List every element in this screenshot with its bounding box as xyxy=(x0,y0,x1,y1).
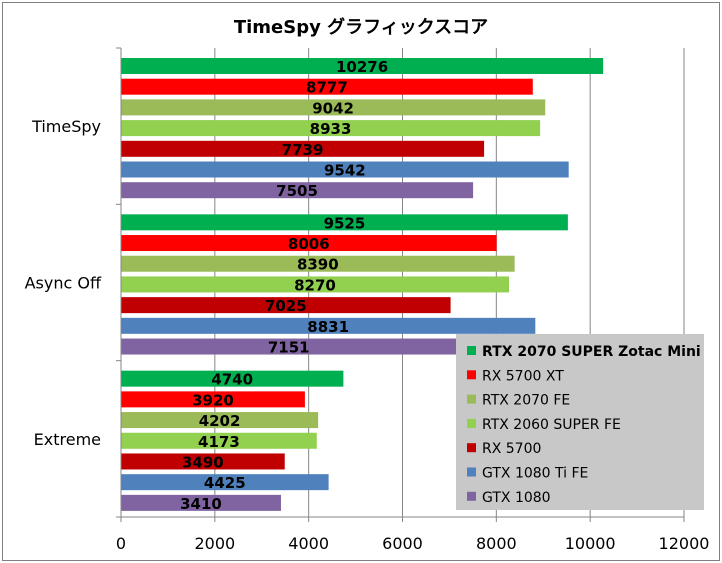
legend-swatch xyxy=(467,370,476,380)
bar xyxy=(121,214,568,231)
x-tick-label: 0 xyxy=(116,534,126,553)
data-label: 7151 xyxy=(268,339,310,357)
legend-swatch xyxy=(467,443,476,453)
bar xyxy=(121,99,546,116)
data-label: 3920 xyxy=(192,391,234,409)
bar xyxy=(121,453,285,470)
legend-entry: GTX 1080 xyxy=(482,490,551,506)
x-tick-label: 6000 xyxy=(382,534,423,553)
data-label: 8933 xyxy=(310,120,352,138)
legend-swatch xyxy=(467,467,476,477)
bar xyxy=(121,58,604,74)
bar xyxy=(121,78,533,95)
bar xyxy=(121,338,457,355)
data-label: 9525 xyxy=(324,214,366,232)
data-label: 7739 xyxy=(282,141,324,159)
data-label: 8270 xyxy=(294,276,336,294)
data-label: 10276 xyxy=(336,58,388,76)
legend-entry: RX 5700 XT xyxy=(482,368,564,384)
data-label: 4202 xyxy=(199,412,241,430)
data-label: 7505 xyxy=(276,182,318,200)
data-label: 4425 xyxy=(204,474,246,492)
category-label: Extreme xyxy=(34,430,101,449)
bar xyxy=(121,432,317,449)
bar xyxy=(121,276,510,293)
bar xyxy=(121,235,497,252)
chart-title: TimeSpy グラフィックスコア xyxy=(234,16,488,38)
legend-swatch xyxy=(467,394,476,404)
bar xyxy=(121,120,541,137)
legend-swatch xyxy=(467,346,476,355)
bar xyxy=(121,297,451,314)
data-label: 3490 xyxy=(182,453,224,471)
legend-entry: GTX 1080 Ti FE xyxy=(482,466,588,482)
x-tick-label: 4000 xyxy=(288,534,329,553)
x-tick-label: 12000 xyxy=(659,534,710,553)
bar xyxy=(121,140,485,157)
data-label: 9042 xyxy=(312,99,354,117)
data-label: 9542 xyxy=(324,162,366,180)
legend-entry: RTX 2070 SUPER Zotac Mini xyxy=(482,344,701,360)
bar xyxy=(121,412,319,429)
category-label: Async Off xyxy=(25,274,102,293)
data-label: 8006 xyxy=(288,235,330,253)
legend-swatch xyxy=(467,418,476,428)
bar xyxy=(121,474,329,491)
data-label: 7025 xyxy=(265,297,307,315)
category-label: TimeSpy xyxy=(31,117,101,136)
bar xyxy=(121,391,305,408)
bar xyxy=(121,161,569,178)
bar xyxy=(121,370,344,387)
legend-swatch xyxy=(467,491,476,501)
legend-entry: RTX 2060 SUPER FE xyxy=(482,417,621,433)
bar xyxy=(121,317,536,334)
data-label: 8390 xyxy=(297,256,339,274)
data-label: 8777 xyxy=(306,79,348,97)
data-label: 4740 xyxy=(211,371,253,389)
legend-entry: RX 5700 xyxy=(482,441,541,457)
legend-box xyxy=(456,334,704,510)
data-label: 8831 xyxy=(307,318,349,336)
x-tick-label: 8000 xyxy=(476,534,517,553)
data-label: 3410 xyxy=(180,495,222,513)
bar xyxy=(121,255,515,272)
data-label: 4173 xyxy=(198,433,240,451)
x-tick-label: 10000 xyxy=(565,534,616,553)
legend-entry: RTX 2070 FE xyxy=(482,393,570,409)
x-tick-label: 2000 xyxy=(194,534,235,553)
bar xyxy=(121,494,281,511)
bar xyxy=(121,182,474,199)
